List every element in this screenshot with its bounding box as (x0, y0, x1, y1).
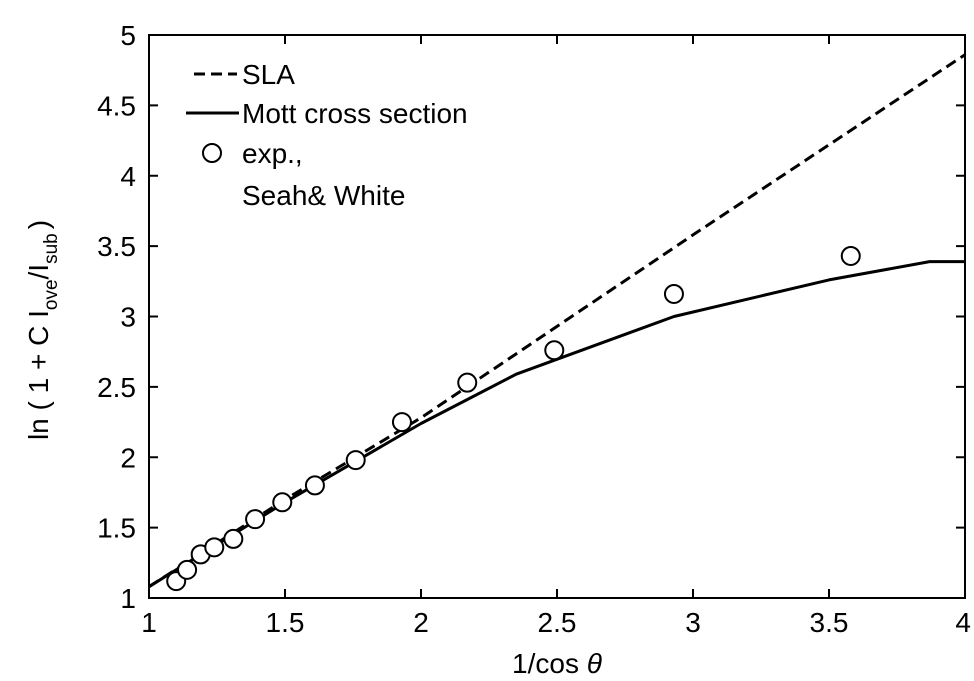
x-tick-label: 3.5 (810, 607, 849, 638)
y-tick-label: 1 (120, 583, 136, 614)
y-axis-title-sub2: sub (41, 233, 62, 264)
y-tick-label: 4 (120, 161, 136, 192)
x-axis-title-text: 1/cos (512, 648, 587, 679)
sla-series-line (148, 53, 966, 588)
exp-data-point (345, 450, 366, 471)
x-tick-label: 2.5 (538, 607, 577, 638)
legend-exp-marker (202, 143, 222, 163)
y-axis-title: ln ( 1 + C Iove/Isub) (23, 220, 62, 440)
legend-exp-label: exp., (242, 138, 303, 169)
y-axis-title-part3: ) (23, 220, 54, 229)
y-tick-label: 5 (120, 20, 136, 51)
x-tick-label: 1.5 (266, 607, 305, 638)
legend-exp-label-line2: Seah& White (242, 180, 405, 211)
legend-sla-label: SLA (242, 59, 295, 90)
exp-data-point (204, 537, 225, 558)
y-axis-title-part1: ln ( 1 + C I (23, 310, 54, 440)
mott-series-line (148, 260, 965, 588)
y-tick-label: 4.5 (97, 90, 136, 121)
exp-data-point (663, 283, 684, 304)
y-axis-ticks: 1 1.5 2 2.5 3 3.5 4 4.5 5 (97, 20, 965, 614)
y-axis-title-sub1: ove (41, 279, 62, 310)
exp-data-point (177, 559, 198, 580)
y-axis-title-part2: /I (23, 264, 54, 280)
exp-data-point (457, 372, 478, 393)
y-tick-label: 1.5 (97, 513, 136, 544)
x-tick-label: 3 (685, 607, 701, 638)
exp-data-point (391, 412, 412, 433)
exp-data-point (245, 509, 266, 530)
x-tick-label: 2 (413, 607, 429, 638)
exp-data-point (840, 245, 861, 266)
legend: SLA Mott cross section exp., Seah& White (186, 59, 468, 211)
theta-symbol: θ (587, 648, 602, 679)
exp-data-point (272, 492, 293, 513)
x-tick-label: 1 (141, 607, 157, 638)
y-tick-label: 3 (120, 302, 136, 333)
x-tick-label: 4 (955, 607, 971, 638)
exp-data-point (304, 475, 325, 496)
legend-mott-label: Mott cross section (242, 98, 468, 129)
exp-data-point (544, 340, 565, 361)
series-layer (148, 53, 966, 592)
exp-data-point (223, 528, 244, 549)
y-tick-label: 2 (120, 442, 136, 473)
x-axis-title: 1/cos θ (512, 648, 602, 679)
y-tick-label: 3.5 (97, 231, 136, 262)
x-axis-ticks: 1 1.5 2 2.5 3 3.5 4 (141, 35, 971, 638)
y-tick-label: 2.5 (97, 372, 136, 403)
